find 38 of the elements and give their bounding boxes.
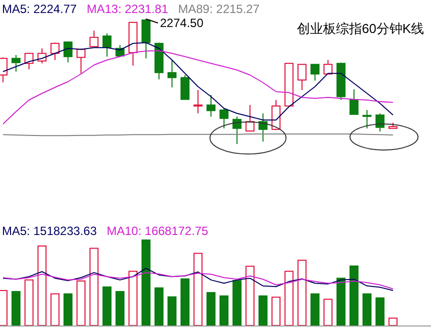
bar [12, 291, 20, 326]
bar [246, 266, 254, 326]
bar [350, 265, 358, 326]
bar [0, 290, 8, 326]
bar [388, 318, 398, 326]
bar [298, 260, 306, 326]
bar [38, 245, 46, 326]
bar [180, 278, 190, 326]
bar [362, 293, 372, 326]
bar [24, 279, 34, 326]
bar [284, 270, 294, 326]
bar [194, 252, 202, 326]
bar [376, 297, 384, 326]
bar [168, 296, 176, 326]
bar [142, 240, 150, 326]
bar [324, 298, 332, 326]
bar [258, 295, 268, 326]
bar [154, 287, 164, 326]
text: MA10: 1668172.75 [106, 224, 208, 238]
text: MA5: 2224.77 [2, 2, 78, 16]
bar [50, 293, 60, 326]
text: MA5: 1518233.63 [2, 224, 98, 238]
text: MA13: 2231.81 [86, 2, 168, 16]
bar [76, 280, 86, 326]
bar [336, 278, 346, 326]
bar [272, 296, 280, 326]
chart-title: 创业板综指60分钟K线 [296, 21, 424, 36]
bar [64, 293, 72, 326]
bar [232, 280, 242, 326]
bar [310, 293, 320, 326]
bar [102, 286, 112, 326]
text: MA89: 2215.27 [178, 2, 260, 16]
bar [128, 270, 138, 326]
bar [116, 291, 124, 326]
bar [206, 292, 216, 326]
bar [90, 248, 98, 326]
annotation: 2274.50 [160, 16, 204, 30]
bar [220, 295, 228, 326]
